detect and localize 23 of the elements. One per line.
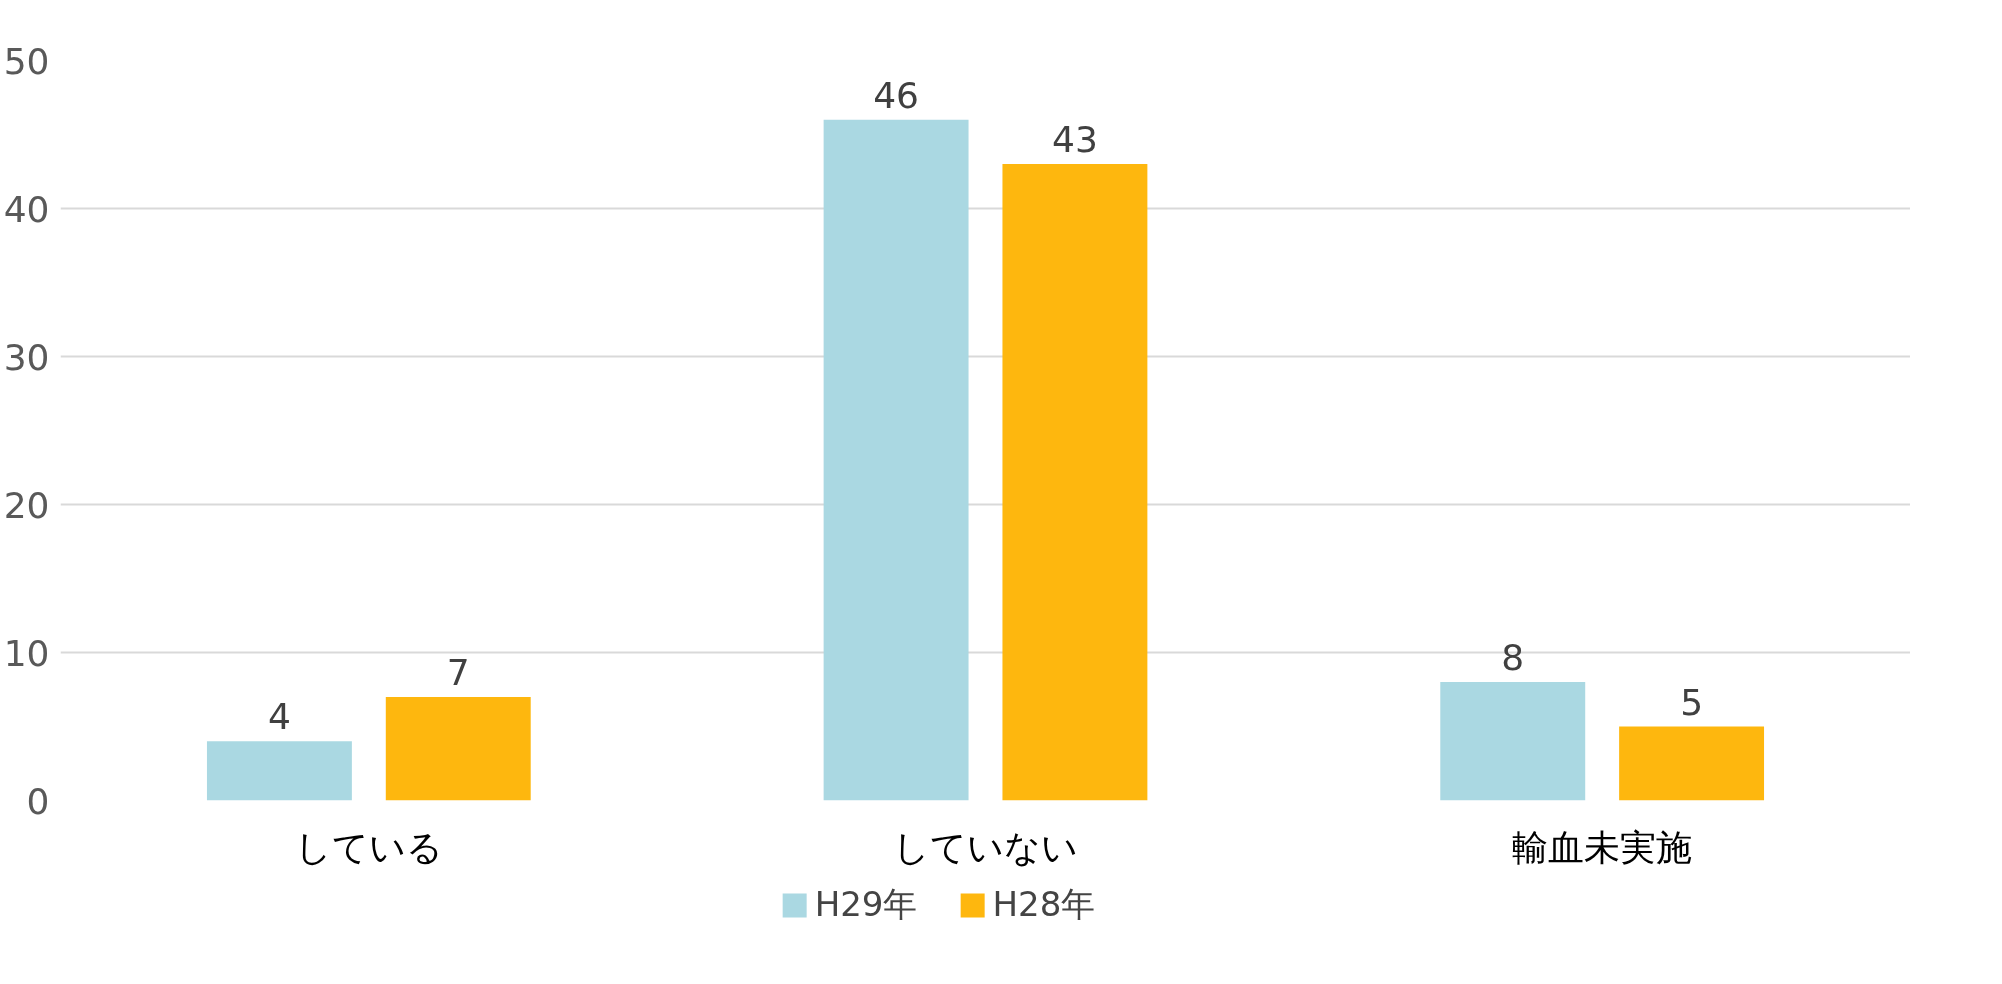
bar: [1619, 726, 1765, 801]
data-label: 4: [267, 696, 291, 738]
data-label: 8: [1501, 637, 1525, 679]
x-tick-label: していない: [893, 826, 1078, 868]
bar: [823, 119, 969, 801]
y-tick-label: 10: [3, 632, 50, 674]
y-tick-label: 40: [3, 188, 50, 230]
data-label: 43: [1052, 119, 1098, 161]
data-label: 7: [446, 651, 470, 693]
y-tick-label: 50: [3, 40, 50, 82]
bar: [206, 741, 352, 801]
bar: [1440, 682, 1586, 801]
data-label: 5: [1680, 681, 1704, 723]
x-tick-label: 輸血未実施: [1512, 826, 1693, 868]
legend-label: H29年: [814, 883, 918, 926]
y-tick-label: 20: [3, 484, 50, 526]
legend-label: H28年: [992, 883, 1096, 926]
data-label: 46: [873, 74, 919, 116]
y-tick-label: 0: [26, 780, 50, 822]
bar: [1002, 164, 1148, 801]
y-tick-label: 30: [3, 336, 50, 378]
x-tick-label: している: [294, 826, 443, 868]
bar: [385, 696, 531, 801]
